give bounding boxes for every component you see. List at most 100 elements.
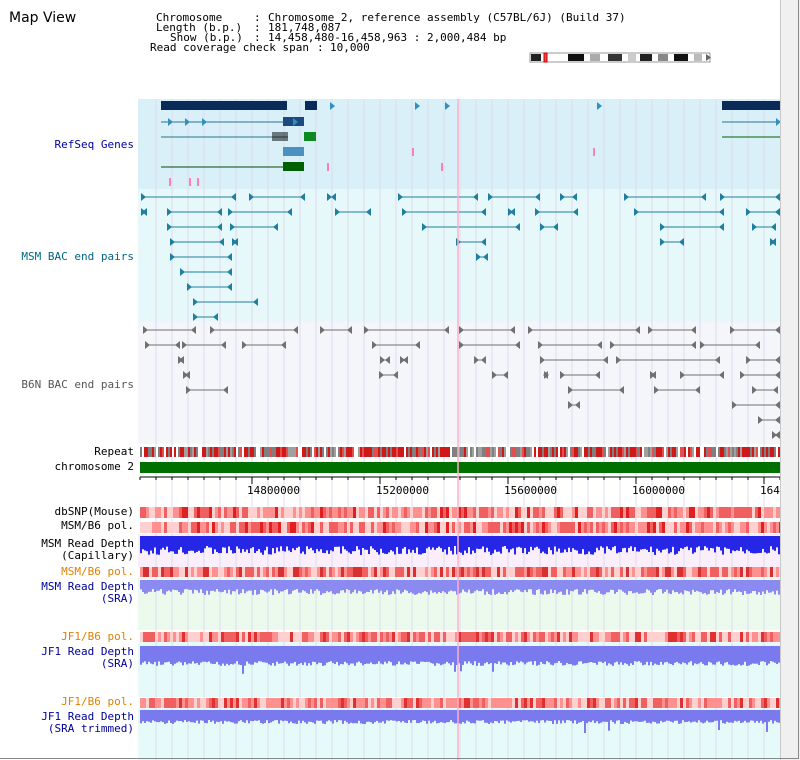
track-label-jf1-depth-trim[interactable]: JF1 Read Depth: [41, 710, 134, 723]
depth-bar: [344, 710, 346, 721]
depth-bar: [206, 710, 208, 724]
polymorphism-cell: [602, 698, 605, 708]
depth-bar: [270, 710, 272, 723]
depth-bar: [216, 580, 218, 590]
depth-bar: [674, 710, 676, 721]
depth-bar: [530, 536, 532, 547]
repeat-cell: [372, 447, 374, 457]
polymorphism-cell: [290, 507, 293, 518]
depth-bar: [288, 580, 290, 595]
track-label-repeat[interactable]: Repeat: [94, 445, 134, 458]
depth-bar: [322, 536, 324, 553]
depth-bar: [600, 646, 602, 662]
polymorphism-cell: [371, 567, 374, 577]
track-label-chromosome[interactable]: chromosome 2: [54, 460, 134, 473]
depth-bar: [240, 710, 242, 721]
depth-bar: [490, 646, 492, 664]
polymorphism-cell: [734, 507, 737, 518]
track-label-dbsnp[interactable]: dbSNP(Mouse): [54, 505, 134, 518]
polymorphism-cell: [527, 507, 530, 518]
depth-bar: [492, 536, 494, 554]
depth-bar: [442, 536, 444, 552]
polymorphism-cell: [260, 507, 263, 518]
depth-bar: [470, 536, 472, 555]
msm-bac-end: [515, 223, 520, 231]
polymorphism-heatmaps[interactable]: [140, 507, 780, 708]
depth-bar: [300, 710, 302, 724]
track-label-refseq[interactable]: RefSeq Genes: [54, 138, 134, 151]
polymorphism-cell: [293, 632, 296, 642]
track-label-jf1-b6-pol[interactable]: JF1/B6 pol.: [61, 630, 134, 643]
depth-bar: [462, 536, 464, 555]
depth-bar: [168, 710, 170, 721]
depth-bar: [148, 710, 150, 722]
depth-bar: [730, 646, 732, 666]
depth-bar: [594, 646, 596, 663]
repeat-cell: [590, 447, 592, 457]
polymorphism-cell: [188, 522, 191, 533]
track-label-jf1-depth-sra[interactable]: JF1 Read Depth: [41, 645, 134, 658]
repeat-cell: [616, 447, 618, 457]
repeat-track[interactable]: [140, 447, 780, 457]
depth-bar: [446, 646, 448, 662]
polymorphism-cell: [233, 698, 236, 708]
map-canvas[interactable]: [0, 0, 780, 760]
b6n-bac-end: [772, 431, 777, 439]
track-label-msm-b6-pol-2[interactable]: MSM/B6 pol.: [61, 565, 134, 578]
depth-bar: [236, 646, 238, 662]
depth-bar: [656, 580, 658, 591]
depth-bar: [732, 536, 734, 551]
depth-bar: [676, 580, 678, 593]
msm-bac-end: [719, 208, 724, 216]
depth-bar: [736, 536, 738, 551]
depth-bar: [238, 710, 240, 722]
polymorphism-cell: [266, 567, 269, 577]
depth-bar: [572, 580, 574, 592]
polymorphism-cell: [341, 632, 344, 642]
depth-bar: [582, 536, 584, 550]
b6n-bac-end: [492, 371, 497, 379]
track-label-msm-bac[interactable]: MSM BAC end pairs: [21, 250, 134, 263]
polymorphism-cell: [215, 522, 218, 533]
repeat-cell: [224, 447, 226, 457]
depth-bar: [532, 536, 534, 551]
depth-bar: [604, 646, 606, 662]
track-label-msm-b6-pol[interactable]: MSM/B6 pol.: [61, 519, 134, 532]
repeat-cell: [732, 447, 734, 457]
chromosome-ideogram[interactable]: [528, 52, 714, 64]
polymorphism-cell: [761, 507, 764, 518]
polymorphism-cell: [650, 567, 653, 577]
depth-bar: [298, 710, 300, 721]
track-label-msm-depth-sra[interactable]: MSM Read Depth: [41, 580, 134, 593]
depth-bar: [758, 710, 760, 723]
depth-bar: [424, 646, 426, 663]
read-depth-histograms[interactable]: [140, 536, 780, 734]
depth-bar: [428, 580, 430, 595]
repeat-cell: [496, 447, 498, 457]
polymorphism-cell: [539, 632, 542, 642]
polymorphism-cell: [746, 522, 749, 533]
b6n-bac-pairs-features[interactable]: [143, 326, 780, 439]
depth-bar: [406, 580, 408, 591]
depth-bar: [254, 580, 256, 590]
vertical-scrollbar[interactable]: [780, 0, 800, 760]
depth-bar: [606, 580, 608, 593]
chromosome-bar[interactable]: [140, 462, 780, 473]
polymorphism-cell: [674, 522, 677, 533]
msm-bac-pairs-features[interactable]: [141, 193, 780, 321]
track-label-b6n-bac[interactable]: B6N BAC end pairs: [21, 378, 134, 391]
depth-bar: [180, 710, 182, 722]
repeat-cell: [722, 447, 724, 457]
polymorphism-cell: [683, 698, 686, 708]
msm-bac-end: [231, 193, 236, 201]
depth-bar: [442, 580, 444, 592]
track-label-msm-depth-capillary[interactable]: MSM Read Depth: [41, 537, 134, 550]
depth-bar: [160, 536, 162, 550]
refseq-genes-features[interactable]: [161, 101, 780, 186]
depth-bar: [698, 710, 700, 721]
polymorphism-cell: [536, 567, 539, 577]
depth-bar: [202, 710, 204, 721]
polymorphism-cell: [257, 522, 260, 533]
depth-bar: [660, 710, 662, 721]
track-label-jf1-b6-pol-2[interactable]: JF1/B6 pol.: [61, 695, 134, 708]
